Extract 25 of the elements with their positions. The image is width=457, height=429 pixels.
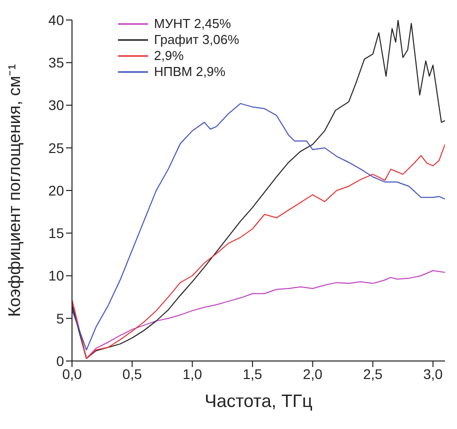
x-tick-label: 0,0 xyxy=(62,366,82,382)
y-tick-label: 15 xyxy=(48,225,64,242)
y-tick-label: 30 xyxy=(48,97,64,114)
y-tick-label: 35 xyxy=(48,54,64,71)
y-axis-title: Коэффициент поглощения, см⁻¹ xyxy=(5,64,24,317)
y-tick-label: 20 xyxy=(48,182,64,198)
x-tick-label: 1,0 xyxy=(182,366,202,382)
legend-label: МУНТ 2,45% xyxy=(154,16,231,32)
line-series xyxy=(72,20,445,359)
x-tick-label: 1,5 xyxy=(242,366,262,382)
legend-label: Графит 3,06% xyxy=(154,32,240,48)
x-tick-label: 2,5 xyxy=(363,366,383,382)
y-tick-label: 10 xyxy=(48,268,64,284)
legend-label: 2,9% xyxy=(154,48,184,64)
x-tick-label: 2,0 xyxy=(302,366,323,382)
y-tick-label: 40 xyxy=(48,12,64,28)
line-series xyxy=(72,144,445,359)
y-tick-label: 25 xyxy=(48,140,64,156)
x-axis-title: Частота, ТГц xyxy=(204,391,312,411)
y-tick-label: 5 xyxy=(56,310,64,326)
y-tick-label: 0 xyxy=(56,352,64,369)
line-series xyxy=(72,103,445,350)
x-tick-label: 0,5 xyxy=(122,366,142,382)
legend-label: НПВМ 2,9% xyxy=(154,64,226,80)
x-tick-label: 3,0 xyxy=(423,366,443,382)
